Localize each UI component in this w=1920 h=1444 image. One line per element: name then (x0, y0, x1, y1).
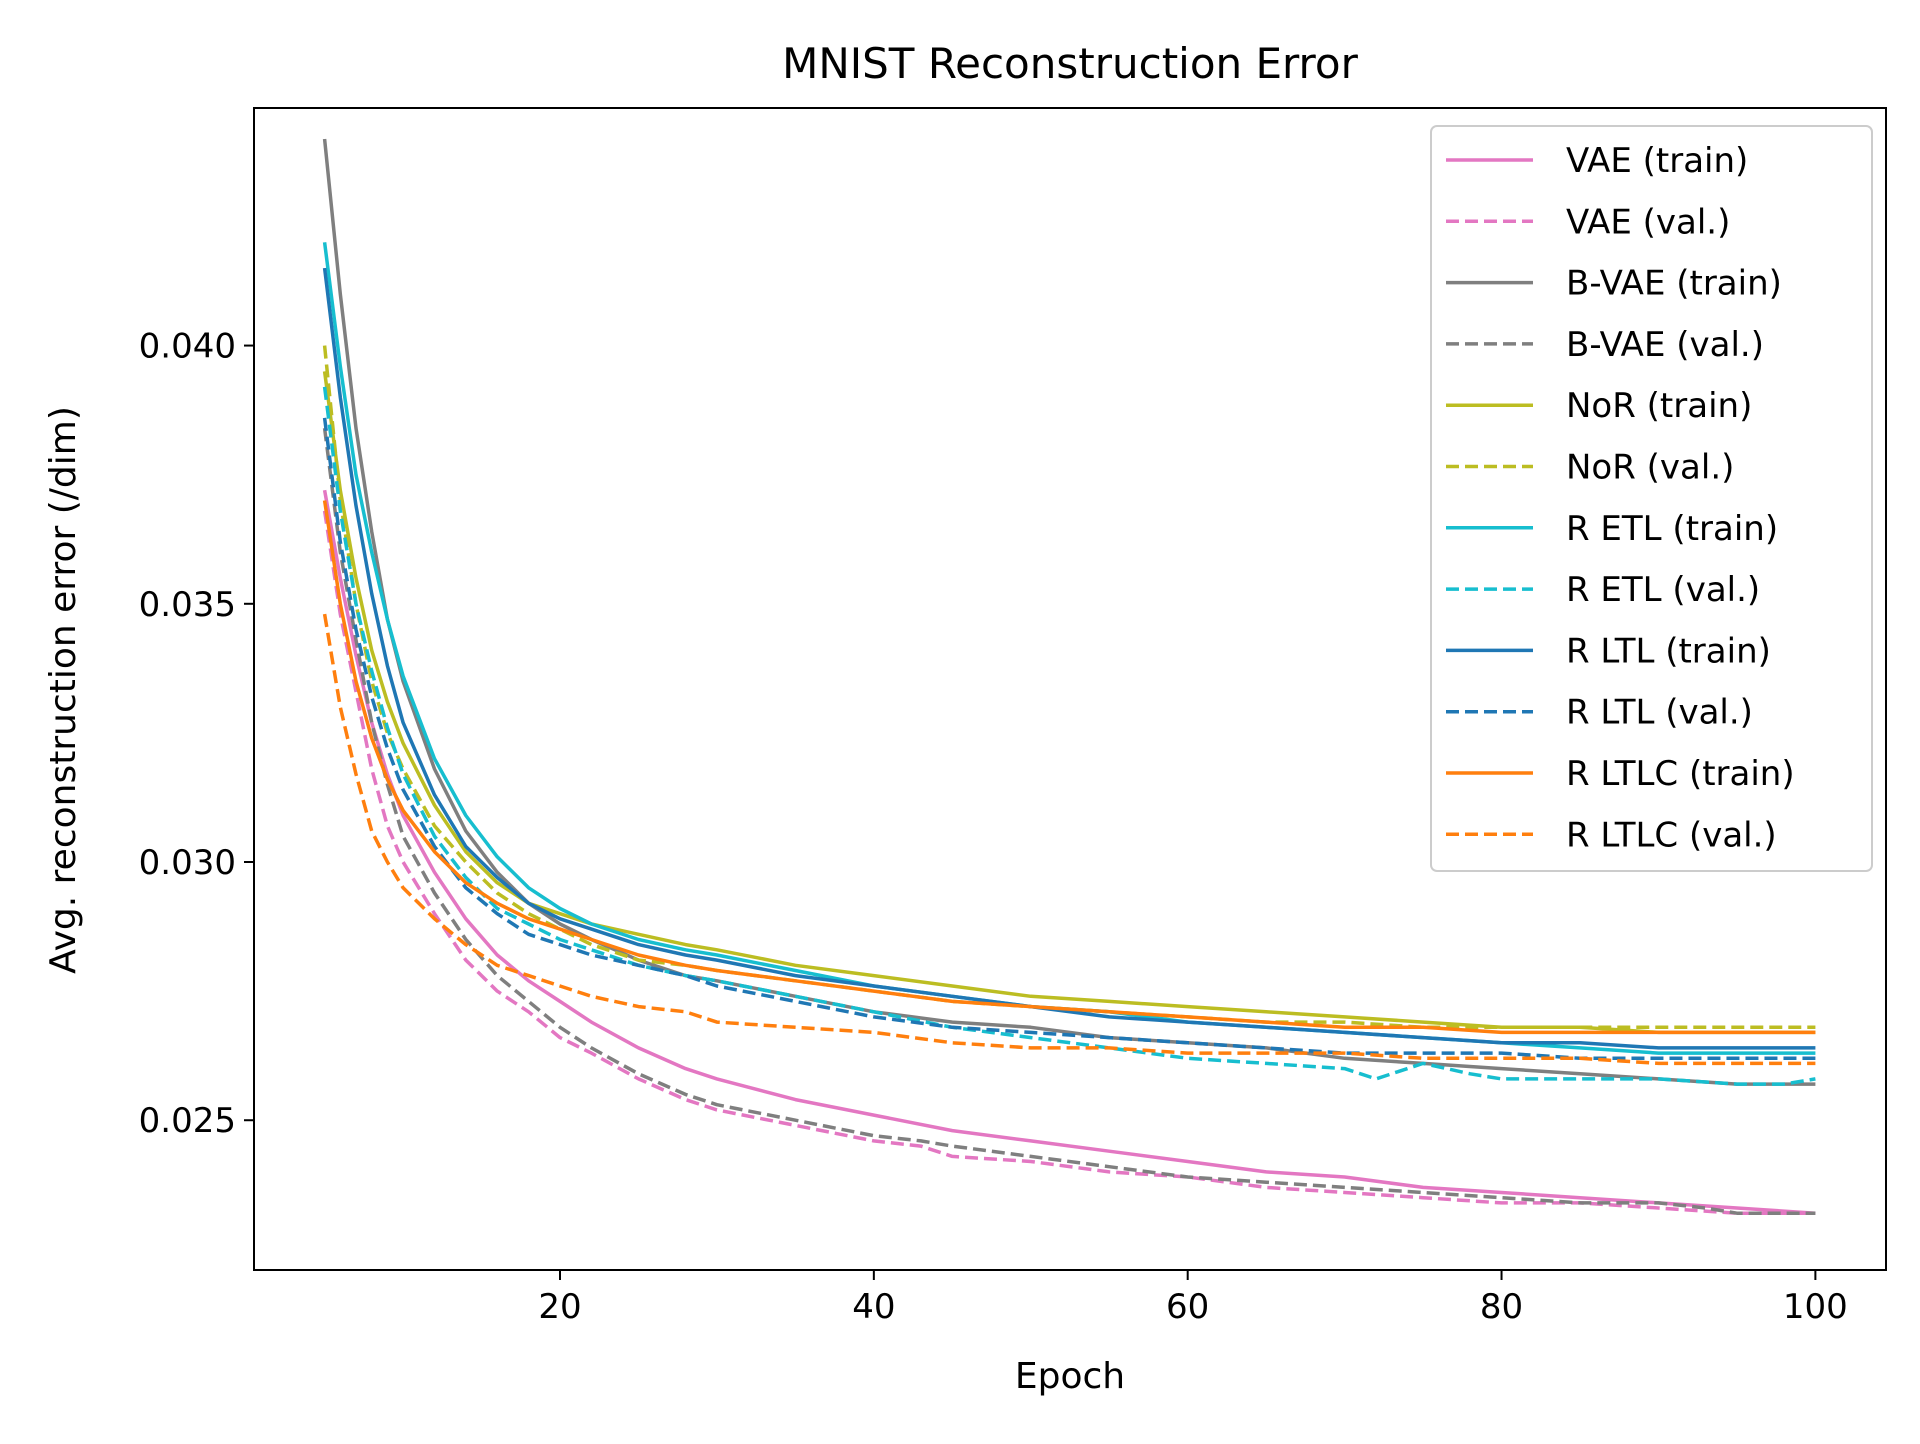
x-tick-label: 20 (538, 1287, 581, 1327)
x-tick-label: 80 (1480, 1287, 1523, 1327)
legend-label: R LTL (val.) (1566, 693, 1753, 733)
series-line-1 (322, 510, 1816, 1215)
legend-label: NoR (val.) (1566, 448, 1734, 488)
series-line-8 (322, 267, 1816, 1050)
series-line-4 (322, 371, 1816, 1035)
series-line-11 (322, 613, 1816, 1066)
series-line-7 (322, 386, 1816, 1086)
legend-label: R LTL (train) (1566, 631, 1771, 671)
x-tick-label: 40 (852, 1287, 895, 1327)
legend-label: B-VAE (train) (1566, 264, 1782, 304)
legend-label: VAE (train) (1566, 141, 1748, 181)
plot-area (322, 138, 1816, 1215)
legend-label: R LTLC (val.) (1566, 815, 1777, 855)
chart-title: MNIST Reconstruction Error (782, 39, 1358, 88)
axes: 20 40 60 80 100 0.025 0.030 0.035 0.040 (139, 107, 1887, 1327)
legend-box (1430, 125, 1873, 872)
legend-label: B-VAE (val.) (1566, 325, 1764, 365)
y-tick-label: 0.035 (139, 585, 236, 625)
axes-frame (253, 107, 1887, 1271)
x-tick-label: 60 (1166, 1287, 1209, 1327)
legend-label: R ETL (val.) (1566, 570, 1760, 610)
series-line-10 (322, 500, 1816, 1035)
legend-label: R LTLC (train) (1566, 754, 1795, 794)
series-line-9 (322, 417, 1816, 1061)
x-tick-label: 100 (1783, 1287, 1848, 1327)
legend-label: VAE (val.) (1566, 202, 1730, 242)
legend-label: R ETL (train) (1566, 509, 1778, 549)
series-line-3 (322, 427, 1816, 1215)
x-axis-label: Epoch (1015, 1356, 1125, 1397)
legend-label: NoR (train) (1566, 386, 1752, 426)
y-tick-label: 0.030 (139, 843, 236, 883)
y-tick-label: 0.025 (139, 1101, 236, 1141)
y-tick-label: 0.040 (139, 327, 236, 367)
y-axis-label: Avg. reconstruction error (/dim) (43, 406, 84, 974)
legend: VAE (train) VAE (val.) B-VAE (train) B-VAE … (1430, 125, 1873, 872)
